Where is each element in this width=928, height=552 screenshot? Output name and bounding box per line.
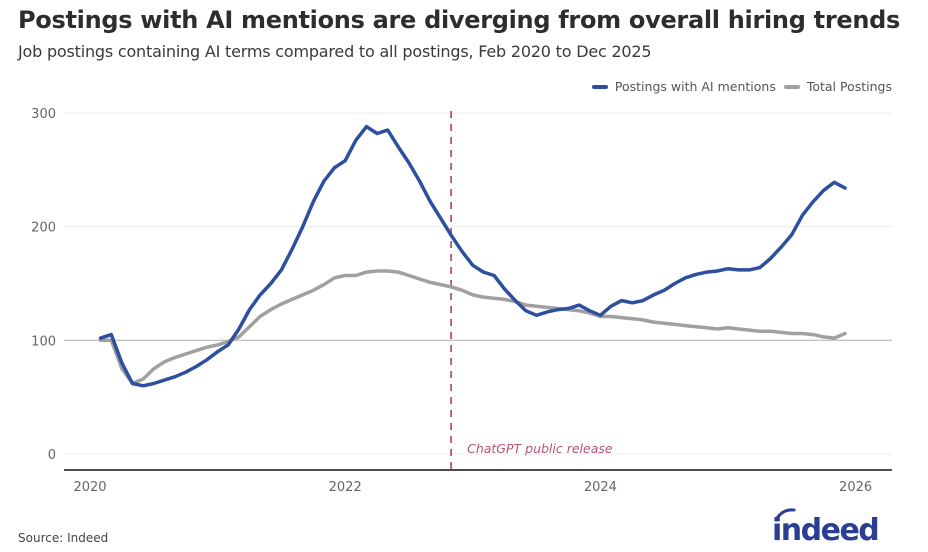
logo-text: indeed xyxy=(772,513,878,546)
legend-label-total: Total Postings xyxy=(806,79,892,94)
legend-swatch-ai xyxy=(591,84,608,89)
series-layer xyxy=(98,124,847,388)
source-note: Source: Indeed xyxy=(18,531,109,545)
legend-label-ai: Postings with AI mentions xyxy=(614,79,776,94)
series-line-ai-mentions xyxy=(98,124,847,388)
y-axis: 0 100 200 300 xyxy=(31,107,56,463)
annotation-layer: ChatGPT public release xyxy=(450,111,613,470)
indeed-logo: indeed xyxy=(772,508,880,546)
chart-subtitle: Job postings containing AI terms compare… xyxy=(18,42,652,61)
x-axis: 2020 2022 2024 2026 xyxy=(64,469,892,495)
gridlines xyxy=(64,112,892,455)
chart-title: Postings with AI mentions are diverging … xyxy=(18,6,900,34)
x-tick-label: 2020 xyxy=(73,480,106,495)
legend: Postings with AI mentions Total Postings xyxy=(584,79,892,94)
x-tick-label: 2022 xyxy=(329,480,362,495)
logo-arc-icon xyxy=(774,508,796,522)
y-tick-label: 200 xyxy=(31,221,56,236)
x-tick-label: 2024 xyxy=(584,480,617,495)
chatgpt-release-label: ChatGPT public release xyxy=(467,441,613,456)
series-line-total-postings xyxy=(98,269,847,386)
legend-item-total[interactable]: Total Postings xyxy=(783,79,892,94)
legend-item-ai[interactable]: Postings with AI mentions xyxy=(591,79,776,94)
legend-swatch-total xyxy=(783,84,800,89)
y-tick-label: 300 xyxy=(31,107,56,122)
y-tick-label: 100 xyxy=(31,334,56,349)
y-tick-label: 0 xyxy=(48,448,56,463)
x-tick-label: 2026 xyxy=(839,480,872,495)
